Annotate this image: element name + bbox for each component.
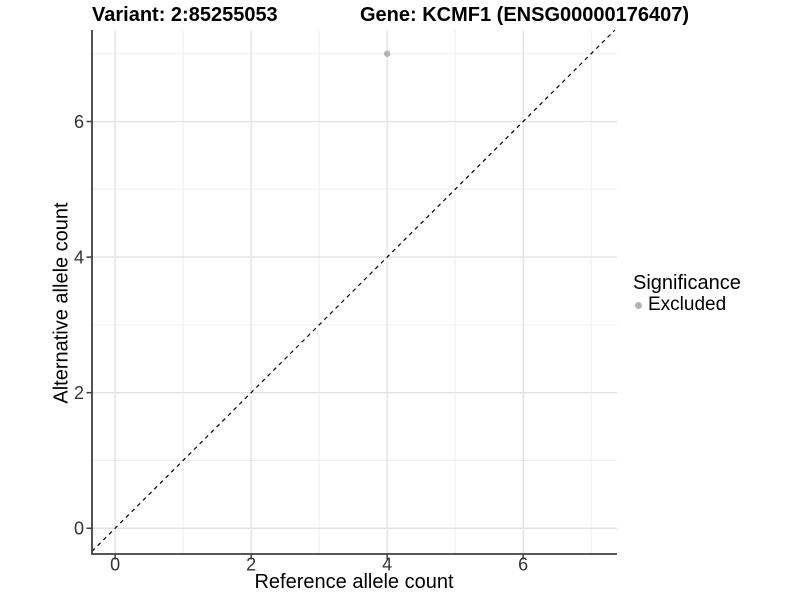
y-axis-title: Alternative allele count [50, 202, 73, 404]
legend-title: Significance [633, 272, 741, 294]
y-tick-label: 6 [74, 112, 84, 132]
x-tick-label: 0 [110, 555, 120, 575]
plot-title-gene: Gene: KCMF1 (ENSG00000176407) [360, 4, 690, 26]
x-tick-label: 2 [246, 555, 256, 575]
plot-title-variant: Variant: 2:85255053 [92, 4, 278, 26]
legend-item-label: Excluded [648, 294, 727, 315]
legend: Significance Excluded [633, 272, 741, 316]
legend-item-excluded: Excluded [635, 294, 741, 316]
x-axis-title: Reference allele count [254, 571, 454, 593]
y-tick-label: 0 [74, 519, 84, 539]
identity-line [91, 29, 616, 552]
y-tick-label: 4 [74, 248, 84, 268]
axis-lines [91, 30, 617, 555]
legend-key-dot [635, 301, 642, 309]
y-tick-label: 2 [74, 383, 84, 403]
x-tick-label: 4 [382, 555, 392, 575]
data-point [383, 50, 391, 57]
x-tick-label: 6 [518, 555, 528, 575]
